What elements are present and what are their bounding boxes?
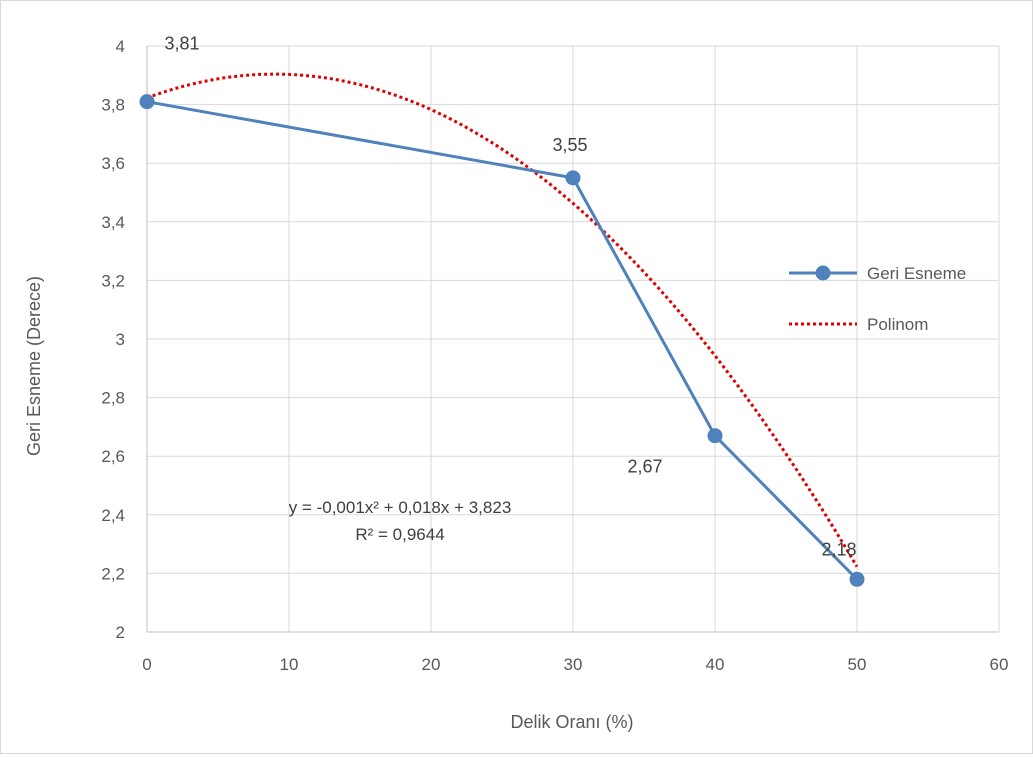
axis-layer — [146, 46, 999, 633]
data-label: 2,18 — [821, 539, 856, 559]
tick-layer: 22,22,42,62,833,23,43,63,840 10 20 30 40 50 60 — [101, 37, 1008, 674]
y-tick-label: 2,8 — [101, 389, 125, 408]
trendline-equation: y = -0,001x² + 0,018x + 3,823 — [289, 498, 512, 517]
x-axis-title: Delik Oranı (%) — [510, 712, 633, 732]
data-point — [139, 94, 155, 110]
data-point — [565, 170, 581, 186]
y-tick-label: 3,2 — [101, 271, 125, 290]
x-tick-label: 0 — [142, 655, 151, 674]
legend-label-geri-esneme: Geri Esneme — [867, 264, 966, 283]
y-tick-label: 3,6 — [101, 154, 125, 173]
y-tick-label: 3 — [116, 330, 125, 349]
x-tick-label: 10 — [280, 655, 299, 674]
y-tick-label: 3,8 — [101, 96, 125, 115]
y-tick-label: 2 — [116, 623, 125, 642]
x-tick-label: 30 — [564, 655, 583, 674]
data-label: 3,81 — [164, 34, 199, 54]
legend-label-polinom: Polinom — [867, 315, 928, 334]
series-layer — [139, 94, 865, 587]
series-line-geri-esneme — [146, 100, 859, 581]
trendline-r-squared: R² = 0,9644 — [355, 525, 444, 544]
data-label: 3,55 — [552, 135, 587, 155]
data-point — [707, 428, 723, 444]
data-label: 2,67 — [627, 457, 662, 477]
trendline-layer — [146, 72, 859, 568]
y-tick-label: 3,4 — [101, 213, 125, 232]
data-point — [849, 571, 865, 587]
y-tick-label: 2,6 — [101, 447, 125, 466]
y-tick-label: 2,4 — [101, 506, 125, 525]
y-axis-title: Geri Esneme (Derece) — [24, 276, 44, 456]
x-tick-label: 50 — [848, 655, 867, 674]
polynomial-trendline — [146, 72, 859, 568]
y-tick-label: 4 — [116, 37, 125, 56]
y-tick-label: 2,2 — [101, 564, 125, 583]
legend-marker-geri-esneme — [815, 265, 831, 281]
x-tick-label: 20 — [422, 655, 441, 674]
legend-item-geri-esneme: Geri Esneme — [789, 264, 966, 283]
legend-item-polinom: Polinom — [789, 315, 928, 334]
data-label-layer: 3,81 3,55 2,67 2,18 — [164, 34, 856, 560]
x-tick-label: 60 — [990, 655, 1009, 674]
legend: Geri Esneme Polinom — [789, 264, 966, 334]
x-tick-label: 40 — [706, 655, 725, 674]
grid-layer — [147, 45, 1000, 632]
